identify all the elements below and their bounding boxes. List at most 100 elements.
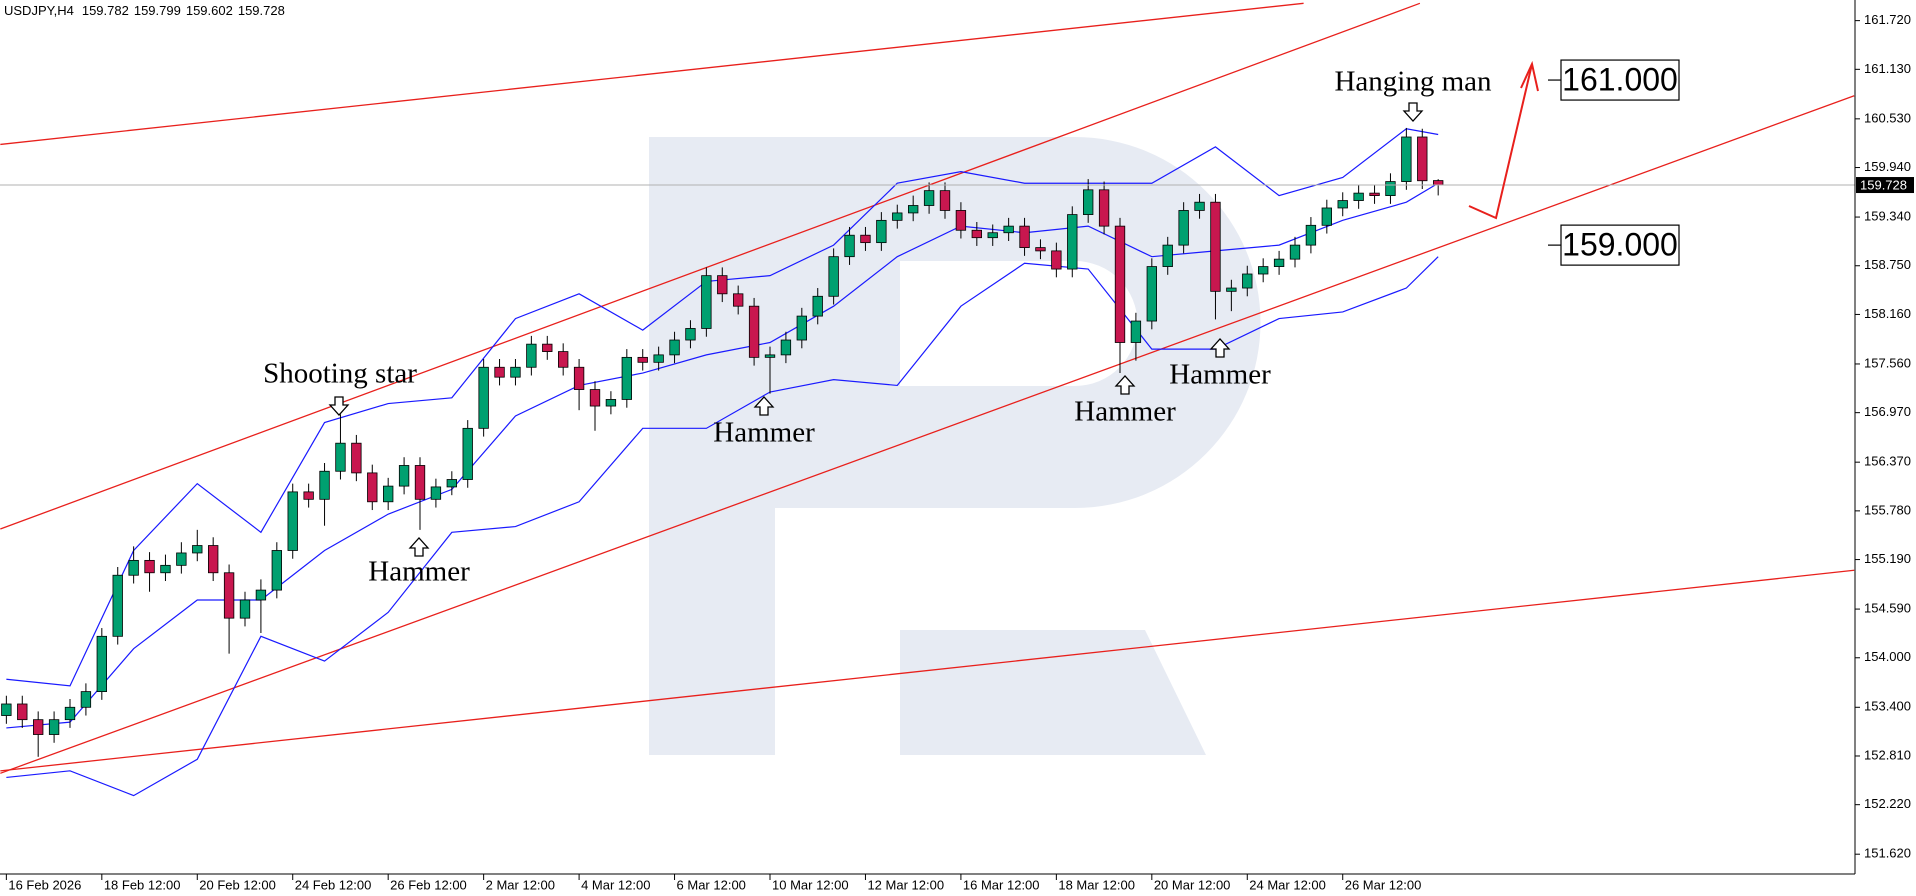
- up-arrow: [408, 537, 430, 557]
- candle: [176, 542, 187, 574]
- candle-body: [589, 389, 601, 407]
- candle-body: [112, 574, 123, 637]
- candle-body: [1242, 273, 1253, 289]
- candle: [637, 349, 648, 371]
- forecast-arrow: [1468, 60, 1539, 220]
- candle-body: [48, 719, 60, 735]
- x-tick-label: 26 Feb 12:00: [390, 877, 467, 892]
- candle-body: [462, 427, 473, 480]
- candle: [589, 381, 601, 431]
- candle: [542, 335, 553, 360]
- candle-body: [430, 486, 442, 500]
- candle: [446, 471, 457, 496]
- candle-body: [573, 366, 585, 390]
- candle: [764, 346, 776, 394]
- candle-body: [303, 491, 314, 500]
- candle-body: [287, 491, 298, 551]
- candle: [239, 591, 251, 627]
- candle-body: [1321, 207, 1332, 226]
- candle-body: [1162, 244, 1173, 267]
- candle: [1, 695, 12, 724]
- x-tick-label: 16 Mar 12:00: [963, 877, 1040, 892]
- candle-body: [876, 219, 887, 244]
- candle: [923, 182, 935, 214]
- header-close: 159.728: [238, 3, 285, 18]
- watermark-bar: [649, 137, 775, 755]
- candle: [939, 182, 951, 219]
- candle: [1321, 199, 1332, 234]
- candle: [860, 226, 871, 251]
- trendline: [0, 2, 1304, 146]
- forecast-head: [1520, 60, 1539, 92]
- up-arrow: [753, 396, 775, 416]
- x-tick-label: 18 Feb 12:00: [104, 877, 181, 892]
- level-label: 161.000: [1562, 62, 1678, 98]
- candle: [1194, 193, 1205, 219]
- candle-body: [128, 559, 139, 576]
- candle-body: [383, 485, 394, 503]
- candle-body: [319, 470, 330, 500]
- candle: [319, 462, 330, 526]
- candle: [717, 267, 728, 303]
- candle: [1162, 236, 1173, 275]
- y-tick-label: 154.000: [1864, 649, 1911, 664]
- x-tick-label: 16 Feb 2026: [8, 877, 81, 892]
- candle: [733, 285, 744, 315]
- candle: [558, 343, 569, 376]
- x-tick-label: 18 Mar 12:00: [1058, 877, 1135, 892]
- y-tick-label: 158.750: [1864, 257, 1911, 272]
- candle: [1083, 179, 1094, 223]
- candle-body: [1114, 225, 1126, 343]
- candle-body: [892, 212, 903, 221]
- forecast-path: [1468, 63, 1533, 220]
- candle-body: [192, 545, 203, 554]
- y-tick-label: 154.590: [1864, 601, 1911, 616]
- candle: [573, 359, 585, 411]
- candle: [701, 267, 712, 337]
- candle-body: [844, 234, 855, 258]
- candle: [96, 628, 107, 700]
- candle-body: [526, 343, 537, 368]
- candle-body: [1035, 247, 1046, 252]
- candle: [398, 457, 410, 495]
- candle-body: [637, 356, 648, 363]
- candle-body: [1003, 225, 1014, 234]
- x-tick-label: 6 Mar 12:00: [677, 877, 746, 892]
- levels: 161.000 159.000: [1548, 59, 1680, 266]
- candle-body: [1083, 189, 1094, 215]
- candle: [621, 349, 632, 408]
- candle-body: [1258, 266, 1269, 275]
- y-tick-label: 159.940: [1864, 159, 1911, 174]
- candle-body: [1226, 287, 1237, 292]
- candle-body: [96, 635, 107, 693]
- candle: [780, 331, 792, 364]
- candle: [112, 566, 123, 645]
- candle: [208, 537, 219, 582]
- candle-body: [923, 190, 935, 206]
- candle-body: [239, 599, 251, 619]
- candle-body: [208, 545, 219, 574]
- watermark-bowl: [775, 137, 1261, 508]
- candle: [971, 222, 982, 246]
- candle-body: [271, 550, 282, 591]
- y-tick-label: 161.130: [1864, 61, 1911, 76]
- candle: [1417, 128, 1428, 189]
- x-tick-label: 20 Feb 12:00: [199, 877, 276, 892]
- candle-body: [748, 305, 760, 358]
- candle: [1258, 258, 1269, 283]
- price-label-box: [1856, 177, 1914, 194]
- annotation: Shooting star: [263, 358, 417, 390]
- header-high: 159.799: [134, 3, 181, 18]
- candle-body: [701, 275, 712, 329]
- trendline: [0, 95, 1855, 774]
- header-open: 159.782: [82, 3, 129, 18]
- candle: [892, 204, 903, 229]
- candle-body: [1178, 210, 1189, 246]
- down-arrow: [1402, 102, 1424, 122]
- candle: [255, 579, 267, 634]
- candle-body: [160, 564, 171, 574]
- candle: [812, 288, 823, 325]
- candle-body: [1146, 266, 1157, 322]
- y-tick-label: 158.160: [1864, 306, 1911, 321]
